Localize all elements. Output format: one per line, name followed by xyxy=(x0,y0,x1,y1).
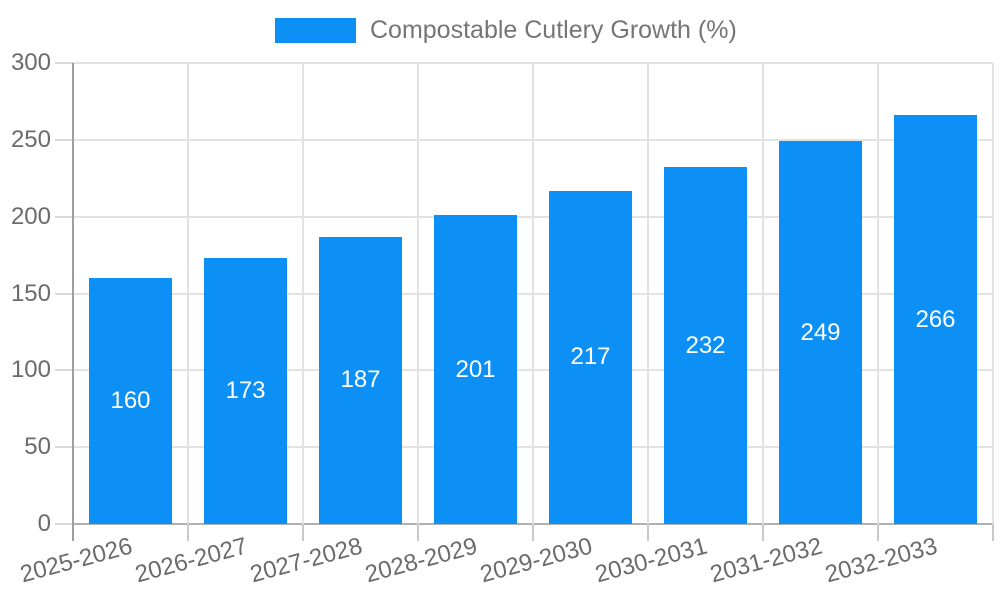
y-tick-mark xyxy=(55,369,73,372)
bar xyxy=(89,278,172,524)
bar-value-label: 201 xyxy=(455,355,496,383)
y-tick-label: 300 xyxy=(10,49,51,76)
x-tick-mark xyxy=(302,524,304,541)
x-tick-label: 2025-2026 xyxy=(17,532,135,589)
y-tick-label: 0 xyxy=(37,510,51,537)
bar-value-label: 160 xyxy=(110,387,151,415)
gridline-vertical xyxy=(647,63,649,524)
x-tick-label: 2032-2033 xyxy=(822,532,940,589)
legend-color-swatch xyxy=(275,18,356,43)
gridline-vertical xyxy=(877,63,879,524)
gridline-vertical xyxy=(417,63,419,524)
y-tick-label: 150 xyxy=(10,279,51,307)
x-tick-mark xyxy=(992,524,994,541)
x-tick-mark xyxy=(877,524,879,541)
bar xyxy=(894,115,977,524)
y-tick-mark xyxy=(55,446,73,449)
bar-value-label: 232 xyxy=(685,331,726,359)
x-tick-label: 2026-2027 xyxy=(132,532,250,589)
gridline-vertical xyxy=(762,63,764,524)
bar xyxy=(204,258,287,524)
x-tick-label: 2027-2028 xyxy=(247,532,365,589)
x-tick-mark xyxy=(417,524,419,541)
y-tick-label: 200 xyxy=(10,202,51,230)
y-tick-label: 250 xyxy=(10,125,51,153)
bar-value-label: 249 xyxy=(800,318,841,346)
x-tick-label: 2029-2030 xyxy=(477,532,595,589)
x-tick-label: 2030-2031 xyxy=(592,532,710,589)
x-tick-mark xyxy=(647,524,649,541)
y-tick-label: 100 xyxy=(10,356,51,384)
legend-label: Compostable Cutlery Growth (%) xyxy=(370,16,737,44)
legend: Compostable Cutlery Growth (%) xyxy=(0,0,1000,50)
bar xyxy=(549,190,632,524)
gridline-vertical xyxy=(992,63,994,524)
x-tick-label: 2028-2029 xyxy=(362,532,480,589)
bar-value-label: 187 xyxy=(340,366,381,394)
bar xyxy=(434,215,517,524)
y-tick-mark xyxy=(55,523,73,525)
bar-value-label: 266 xyxy=(915,305,956,333)
gridline-vertical xyxy=(302,63,304,524)
bar xyxy=(319,236,402,524)
y-axis-spine xyxy=(72,63,74,541)
y-tick-mark xyxy=(55,62,73,64)
bar xyxy=(664,167,747,524)
bar-value-label: 217 xyxy=(570,343,611,371)
x-tick-mark xyxy=(187,524,189,541)
y-tick-mark xyxy=(55,138,73,141)
y-tick-label: 50 xyxy=(24,433,51,461)
x-tick-mark xyxy=(762,524,764,541)
bar xyxy=(779,141,862,524)
x-tick-label: 2031-2032 xyxy=(707,532,825,589)
gridline-vertical xyxy=(187,63,189,524)
y-tick-mark xyxy=(55,215,73,218)
bar-value-label: 173 xyxy=(225,377,266,405)
x-tick-mark xyxy=(532,524,534,541)
gridline-vertical xyxy=(532,63,534,524)
y-tick-mark xyxy=(55,292,73,295)
